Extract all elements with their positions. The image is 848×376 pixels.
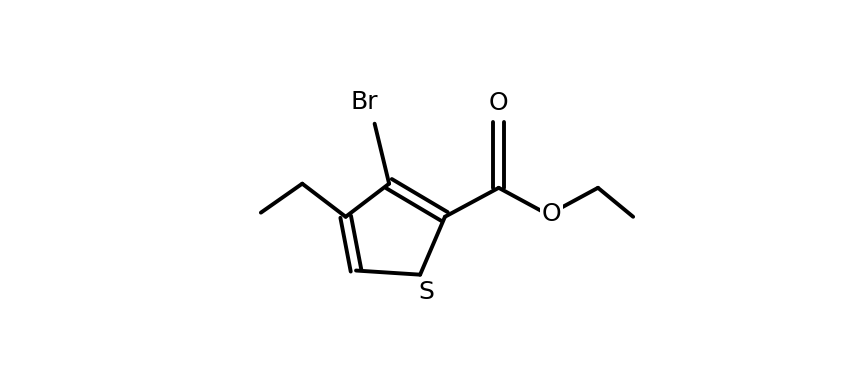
- Text: O: O: [489, 91, 509, 115]
- Text: Br: Br: [350, 90, 378, 114]
- Text: O: O: [542, 202, 561, 226]
- Text: S: S: [418, 280, 434, 304]
